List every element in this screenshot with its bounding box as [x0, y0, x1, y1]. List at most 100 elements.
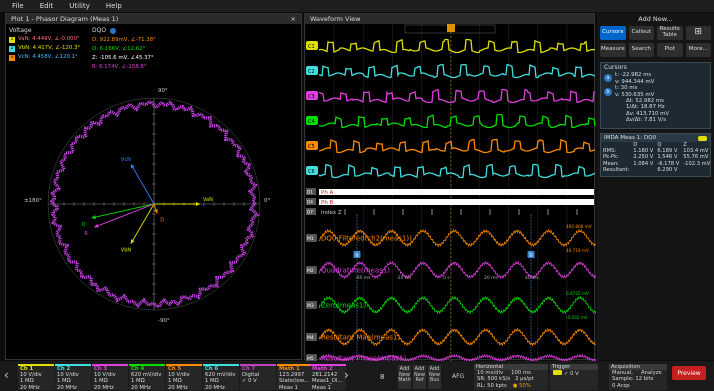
grid-icon[interactable]: ⊞	[685, 26, 711, 40]
tool-row-2: Measure Search Plot More...	[600, 43, 711, 57]
add-new-ref-button[interactable]: Add New Ref	[413, 365, 426, 389]
channel-name: Ch 6	[205, 366, 219, 372]
chevron-left-icon[interactable]: ‹	[4, 368, 9, 382]
channel-label: C5	[308, 144, 315, 150]
trigger-level-row: ✓ 0 V	[553, 370, 598, 377]
dqo-q: Q: 6.166V, ∠12.62°	[92, 46, 146, 52]
measure-button[interactable]: Measure	[600, 43, 626, 57]
dqo-header: DQO	[92, 26, 156, 36]
chevron-right-icon[interactable]: ›	[344, 368, 349, 382]
channel-setting: 620 mV/div	[131, 372, 162, 379]
channel-tile[interactable]: Ch 7 Digital ✓ 0 V	[240, 364, 276, 390]
channel-name: Ch 2	[57, 366, 71, 372]
table-cell: 55.76 mV	[683, 154, 709, 161]
cursor-badge	[353, 251, 361, 258]
channel-setting: 1 MΩ	[57, 378, 71, 385]
dqo-label: DQO	[92, 27, 107, 34]
menu-utility[interactable]: Utility	[69, 2, 90, 10]
cursor-badge	[527, 251, 535, 258]
math-name: DQ0:Filtered(ch2(meas1))	[321, 235, 412, 243]
acquisition-count: 0 Acqs	[612, 382, 630, 389]
channel-tile[interactable]: Ch 6 620 mV/div 1 MΩ 20 MHz	[203, 364, 239, 390]
plot-button[interactable]: Plot	[657, 43, 683, 57]
info-icon[interactable]	[109, 27, 116, 34]
voltage-legend: Voltage 1 VaN: 4.449V, ∠-0.000° 2 VbN: 4…	[9, 26, 80, 62]
menu-edit[interactable]: Edit	[39, 2, 54, 10]
more-button[interactable]: More...	[685, 43, 711, 57]
math-label: M1	[307, 236, 314, 242]
phasor-label: VbN	[121, 248, 132, 254]
menu-file[interactable]: File	[12, 2, 24, 10]
phasor-label: Q	[82, 222, 86, 228]
channel-trace	[318, 163, 596, 179]
waveform-title: Waveform View	[310, 15, 361, 23]
math-trace	[318, 295, 596, 315]
channel-name: Ch 5	[168, 366, 182, 372]
badge-count: 8	[380, 373, 385, 381]
channel-badge	[306, 141, 318, 150]
acquisition-settings[interactable]: Acquisition Manual, Analyze Sample: 12 bi…	[609, 364, 667, 390]
channel-tile[interactable]: Ch 1 10 V/div 1 MΩ 20 MHz	[18, 364, 54, 390]
table-row: Resultant: 6.290 V	[601, 167, 712, 173]
legend-text: VcN: 4.458V, ∠120.1°	[18, 54, 78, 60]
cursor-b-value: v: 530.635 mV	[615, 91, 655, 98]
channel-label: C2	[308, 69, 315, 75]
math-label: M4	[307, 335, 314, 341]
digital-high-bar	[319, 189, 594, 195]
time-tick-label: 40 ms	[525, 275, 540, 281]
table-row: Pk-Pk: 2.250 V 1.546 V 55.76 mV	[601, 154, 712, 160]
channel-tile[interactable]: Math 1 123.2997 State(low... Meas 1	[277, 364, 313, 390]
channel-name: Ch 3	[94, 366, 108, 372]
legend-row-vcn: 3 VcN: 4.458V, ∠120.1°	[9, 53, 80, 62]
menu-bar: File Edit Utility Help	[0, 0, 714, 12]
table-cell: Mean:	[603, 160, 619, 167]
acquisition-mode-row: Manual, Analyze	[612, 370, 667, 376]
cursor-b-badge: b	[604, 88, 612, 96]
table-cell: RMS:	[603, 148, 617, 155]
results-table-button[interactable]: Results Table	[657, 26, 683, 40]
phasor-diagram: 90° -90° ±180° 0° VaN VbN VcN D QR	[24, 88, 270, 324]
horizontal-duration: 100 ms	[511, 370, 531, 377]
close-icon[interactable]: ×	[290, 15, 296, 23]
table-cell: 2.250 V	[633, 154, 654, 161]
waveform-display[interactable]: C1 C2 C3 C4 C5 C6 D1 Ph A D4 Ph B D7 Index Z a b M1 DQ0…	[305, 24, 596, 361]
table-cell: 103.4 mV	[683, 148, 709, 155]
callout-button[interactable]: Callout	[628, 26, 654, 40]
digital-label: D4	[307, 200, 313, 205]
horizontal-row-1: 10 ms/div 100 ms	[477, 370, 548, 376]
horizontal-settings[interactable]: Horizontal 10 ms/div 100 ms SR: 500 kS/s 2…	[474, 364, 548, 390]
trigger-settings[interactable]: Trigger ✓ 0 V	[550, 364, 598, 390]
horizontal-sample-rate: SR: 500 kS/s	[477, 376, 511, 383]
time-tick-label: -40 ms	[355, 275, 371, 281]
channel-tile[interactable]: Ch 3 10 V/div 1 MΩ 20 MHz	[92, 364, 128, 390]
measurement-title: IMDA Meas 1: DQ0	[604, 135, 657, 141]
channel-setting: 20 MHz	[57, 384, 77, 390]
menu-help[interactable]: Help	[105, 2, 122, 10]
cursors-button[interactable]: Cursors	[600, 26, 626, 40]
channel-tile[interactable]: Math 2 281.2142 Meas1_DI... Meas 1	[310, 364, 346, 390]
math-name: Zero(meas1)	[321, 302, 366, 310]
channel-tile[interactable]: Ch 5 10 V/div 1 MΩ 20 MHz	[166, 364, 202, 390]
channel-setting: 10 V/div	[57, 372, 79, 379]
channel-setting: 10 V/div	[20, 372, 42, 379]
cursor-badge-label: b	[529, 253, 532, 259]
acquisition-title: Acquisition	[609, 364, 667, 371]
digital-high-bar	[319, 199, 594, 205]
preview-button[interactable]: Preview	[672, 366, 706, 380]
math-trace	[318, 353, 596, 361]
search-button[interactable]: Search	[628, 43, 654, 57]
afg-button[interactable]: AFG	[452, 373, 465, 380]
table-cell: Z	[683, 142, 687, 148]
cursors-readout[interactable]: Cursors a t: -22.982 ms v: 944.344 mV b …	[600, 62, 711, 129]
add-new-math-button[interactable]: Add New Math	[398, 365, 411, 389]
table-cell	[681, 167, 712, 173]
channel-setting: 20 MHz	[168, 384, 188, 390]
right-panel: Add New... Cursors Callout Results Table…	[597, 13, 714, 360]
channel-tile[interactable]: Ch 4 620 mV/div 1 MΩ 20 MHz	[129, 364, 165, 390]
measurement-readout[interactable]: IMDA Meas 1: DQ0 D Q Z RMS: 1.180 V 6.18…	[600, 133, 711, 177]
channel-tile[interactable]: Ch 2 10 V/div 1 MΩ 20 MHz	[55, 364, 91, 390]
channel-name: Ch 7	[242, 366, 256, 372]
add-new-bus-button[interactable]: Add New Bus	[428, 365, 441, 389]
channel-setting: Meas1_DI...	[312, 378, 343, 385]
math-name: Resultant Mag(meas1)	[321, 334, 400, 342]
